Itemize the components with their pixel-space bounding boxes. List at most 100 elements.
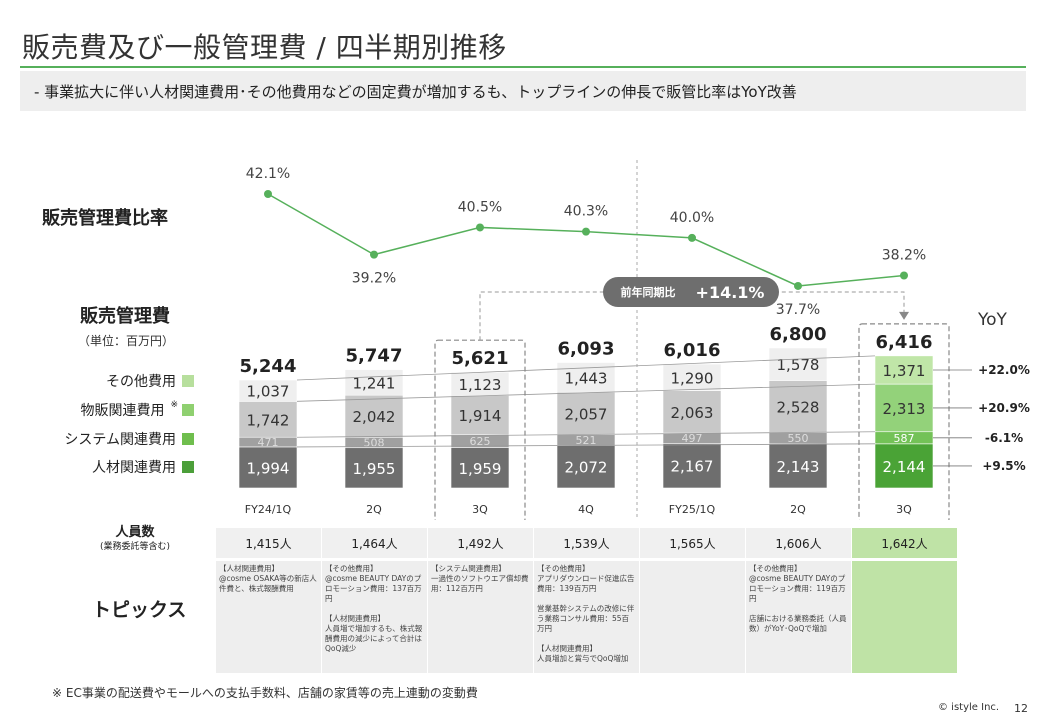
bar-segment (662, 363, 722, 391)
yoy-value: -6.1% (985, 431, 1023, 445)
x-tick-label: 3Q (896, 503, 912, 516)
page-number: 12 (1014, 702, 1028, 715)
unit-label: （単位：百万円） (78, 334, 175, 348)
topics-label: トピックス (92, 599, 187, 621)
bar-segment (768, 347, 828, 381)
trend-line-total (296, 355, 876, 381)
legend-label-other: その他費用 (106, 374, 176, 390)
x-tick-label: 2Q (366, 503, 382, 516)
bar-total-label: 6,416 (876, 332, 933, 353)
ratio-section-label: 販売管理費比率 (42, 208, 168, 229)
legend-swatch-system (182, 433, 194, 445)
comparison-arrow-head (899, 311, 909, 320)
footnote: ※ EC事業の配送費やモールへの支払手数料、店舗の家賃等の売上連動の変動費 (52, 686, 478, 700)
bar-segment-label: 2,313 (883, 400, 926, 418)
ratio-point (370, 250, 378, 259)
x-tick-label: FY24/1Q (245, 503, 292, 516)
bar-segment (768, 380, 828, 433)
bar-total-label: 5,747 (346, 346, 403, 367)
trend-line-merch (296, 383, 876, 402)
sga-chart: 42.1% 39.2% 40.5% 40.3% 40.0% 37.7% 38.2% 1,994… (238, 160, 1030, 520)
yoy-value: +20.9% (978, 401, 1030, 415)
bar-segment-label: 1,443 (565, 369, 608, 387)
x-tick-label: FY25/1Q (669, 503, 716, 516)
topic-cell (640, 561, 745, 673)
bar-total-label: 5,621 (452, 348, 509, 369)
headcount-cell: 1,606人 (746, 528, 851, 558)
bar-segment-label: 1,959 (459, 460, 502, 478)
legend-label-system: システム関連費用 (64, 432, 176, 448)
ratio-label: 37.7% (776, 302, 820, 318)
bar-segment-label: 2,143 (777, 458, 820, 476)
bar-segment-label: 1,994 (247, 459, 290, 477)
title-underline (20, 66, 1026, 68)
bar-segment (238, 446, 298, 489)
ratio-label: 42.1% (246, 166, 290, 182)
bar-segment-label: 587 (894, 432, 915, 445)
bar-segment (874, 355, 934, 385)
ratio-label: 38.2% (882, 248, 926, 264)
legend-item-other: その他費用 (30, 371, 194, 391)
headcount-cell: 1,415人 (216, 528, 321, 558)
bar-segment (874, 443, 934, 489)
bar-segment-label: 2,063 (671, 404, 714, 422)
topic-cell: 【その他費用】 @cosme BEAUTY DAYのプロモーション費用：137百… (322, 561, 427, 673)
bar-total-label: 6,016 (664, 340, 721, 361)
ratio-point (688, 233, 696, 242)
bar-segment-label: 1,955 (353, 460, 396, 478)
bar-segment-label: 2,167 (671, 458, 714, 476)
bar-segment-label: 471 (258, 436, 279, 449)
bar-segment (344, 447, 404, 489)
bar-segment-label: 1,371 (883, 362, 926, 380)
comparison-badge-prefix: 前年同期比 (621, 285, 676, 299)
x-tick-label: 3Q (472, 503, 488, 516)
topic-cell-current (852, 561, 957, 673)
comparison-badge-value: +14.1% (696, 283, 765, 302)
bar-segment (450, 395, 510, 436)
bar-segment-label: 625 (470, 435, 491, 448)
trend-line-personnel (296, 443, 876, 448)
ratio-point (264, 190, 272, 198)
bar-segment (556, 445, 616, 489)
ratio-label: 39.2% (352, 271, 396, 287)
headcount-cell: 1,492人 (428, 528, 533, 558)
yoy-value: +9.5% (982, 459, 1025, 473)
legend-item-personnel: 人材関連費用 (30, 457, 194, 477)
bar-segment-label: 1,037 (247, 383, 290, 401)
bar-segment (556, 391, 616, 435)
comparison-badge (603, 277, 779, 307)
topic-cell: 【システム関連費用】 一過性のソフトウエア償却費用：112百万円 (428, 561, 533, 673)
copyright: © istyle Inc. (938, 702, 1000, 713)
trend-line-system (296, 431, 876, 438)
current-quarter-dashed-box (858, 323, 950, 520)
headcount-cell: 1,464人 (322, 528, 427, 558)
legend-swatch-merch (182, 404, 194, 416)
bar-segment-label: 1,578 (777, 356, 820, 374)
bar-segment-label: 1,914 (459, 407, 502, 425)
legend-label-merch: 物販関連費用 (80, 403, 165, 419)
bar-segment-label: 2,042 (353, 408, 396, 426)
yoy-title: YoY (978, 310, 1007, 330)
sga-section-label: 販売管理費 (80, 306, 170, 327)
bar-total-label: 5,244 (240, 356, 297, 377)
legend-swatch-other (182, 375, 194, 387)
x-tick-label: 2Q (790, 503, 806, 516)
bar-segment-label: 1,241 (353, 374, 396, 392)
ratio-point (900, 271, 908, 280)
bar-segment (344, 394, 404, 438)
yoy-value: +22.0% (978, 363, 1030, 377)
bar-segment-label: 497 (682, 432, 703, 445)
topic-cell: 【その他費用】 アプリダウンロード促進広告費用：139百万円 営業基幹システムの… (534, 561, 639, 673)
headcount-label-text: 人員数 (115, 525, 155, 540)
subtitle-bar: - 事業拡大に伴い人材関連費用･その他費用などの固定費が増加するも、トップライン… (20, 71, 1026, 111)
headcount-sublabel: (業務委託等含む) (99, 542, 171, 552)
legend-item-merch: 物販関連費用 ※ (30, 400, 194, 420)
legend-label-personnel: 人材関連費用 (92, 460, 176, 476)
page-title: 販売費及び一般管理費 / 四半期別推移 (22, 31, 507, 64)
bar-segment-label: 1,742 (247, 411, 290, 429)
bar-segment (874, 383, 934, 433)
ratio-point (794, 281, 802, 290)
bar-segment (768, 443, 828, 489)
bar-total-label: 6,093 (558, 338, 615, 359)
legend-note-mark: ※ (170, 400, 178, 410)
